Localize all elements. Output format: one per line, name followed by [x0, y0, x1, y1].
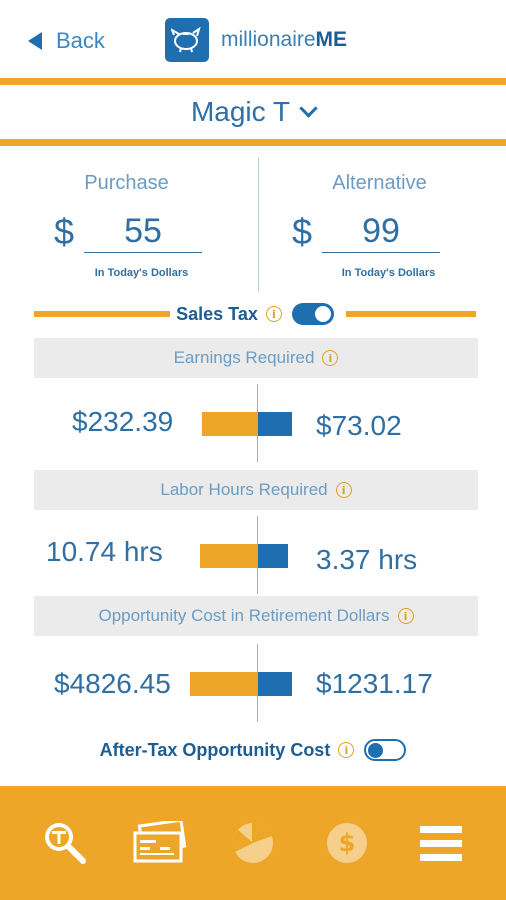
header-divider-top: [0, 78, 506, 85]
bottom-nav: $: [0, 786, 506, 900]
logo-prefix: millionaire: [221, 28, 316, 51]
sales-tax-toggle[interactable]: [291, 303, 334, 325]
purchase-note: In Today's Dollars: [94, 267, 189, 279]
piggy-bank-icon: [165, 18, 209, 62]
sales-tax-info-icon[interactable]: i: [265, 306, 282, 322]
labor-title: Labor Hours Required: [160, 480, 328, 499]
earnings-purchase-value: $232.39: [72, 406, 174, 437]
header-divider-bottom: [0, 139, 506, 146]
opportunity-metric: $4826.45 $1231.17: [0, 644, 506, 722]
purchase-column: Purchase $ In Today's Dollars: [0, 160, 253, 290]
labor-metric: 10.74 hrs 3.37 hrs: [0, 516, 506, 594]
after-tax-label: After-Tax Opportunity Cost: [99, 739, 331, 760]
earnings-metric: $232.39 $73.02: [0, 384, 506, 462]
opportunity-purchase-value: $4826.45: [54, 668, 171, 699]
opportunity-title: Opportunity Cost in Retirement Dollars: [98, 606, 390, 625]
app-header: Back millionaireME: [0, 0, 506, 78]
chevron-down-icon: [299, 98, 318, 118]
sales-tax-control: Sales Tax i: [170, 300, 340, 328]
earnings-title: Earnings Required: [173, 348, 315, 367]
earnings-alternative-bar: [257, 412, 292, 436]
purchase-label: Purchase: [84, 172, 169, 194]
logo-text: millionaireME: [221, 28, 347, 52]
menu-icon[interactable]: [411, 813, 471, 873]
after-tax-info-icon[interactable]: i: [338, 742, 355, 758]
magic-t-search-icon[interactable]: [35, 813, 95, 873]
after-tax-row: After-Tax Opportunity Cost i: [0, 735, 506, 765]
dollar-coin-icon[interactable]: $: [317, 813, 377, 873]
opportunity-purchase-bar: [190, 672, 257, 696]
opportunity-section-header: Opportunity Cost in Retirement Dollars i: [34, 596, 478, 636]
purchase-amount-row: $: [0, 205, 253, 255]
after-tax-toggle[interactable]: [364, 739, 407, 761]
sales-tax-label: Sales Tax: [176, 303, 258, 324]
sales-tax-line-right: [346, 311, 476, 317]
purchase-amount-input[interactable]: [84, 211, 202, 253]
alternative-label: Alternative: [332, 172, 427, 194]
opportunity-axis: [257, 644, 258, 722]
earnings-section-header: Earnings Required i: [34, 338, 478, 378]
labor-alternative-value: 3.37 hrs: [316, 544, 418, 575]
earnings-info-icon[interactable]: i: [322, 350, 339, 366]
labor-axis: [257, 516, 258, 594]
earnings-axis: [257, 384, 258, 462]
alternative-note: In Today's Dollars: [341, 267, 436, 279]
alternative-column: Alternative $ In Today's Dollars: [253, 160, 506, 290]
back-label: Back: [56, 28, 105, 53]
back-button[interactable]: Back: [28, 26, 105, 56]
opportunity-info-icon[interactable]: i: [397, 608, 414, 624]
checks-icon[interactable]: [129, 813, 189, 873]
purchase-currency: $: [54, 211, 75, 252]
toggle-knob: [314, 306, 331, 322]
app-logo: millionaireME: [165, 18, 347, 62]
labor-purchase-bar: [200, 544, 257, 568]
earnings-alternative-value: $73.02: [316, 410, 402, 441]
opportunity-alternative-bar: [257, 672, 292, 696]
labor-info-icon[interactable]: i: [335, 482, 352, 498]
svg-text:$: $: [339, 829, 356, 857]
alternative-amount-input[interactable]: [322, 211, 440, 253]
pie-chart-icon[interactable]: [223, 813, 283, 873]
alternative-amount-row: $: [253, 205, 506, 255]
back-arrow-icon: [28, 32, 42, 50]
item-selector-dropdown[interactable]: Magic T: [0, 86, 506, 138]
labor-alternative-bar: [257, 544, 288, 568]
labor-section-header: Labor Hours Required i: [34, 470, 478, 510]
item-title: Magic T: [190, 96, 291, 127]
sales-tax-row: Sales Tax i: [0, 300, 506, 328]
labor-purchase-value: 10.74 hrs: [46, 536, 163, 567]
column-divider: [258, 158, 259, 292]
opportunity-alternative-value: $1231.17: [316, 668, 433, 699]
sales-tax-line-left: [34, 311, 174, 317]
logo-suffix: ME: [315, 28, 348, 51]
toggle-knob: [368, 743, 384, 758]
alternative-currency: $: [292, 211, 313, 252]
earnings-purchase-bar: [202, 412, 257, 436]
